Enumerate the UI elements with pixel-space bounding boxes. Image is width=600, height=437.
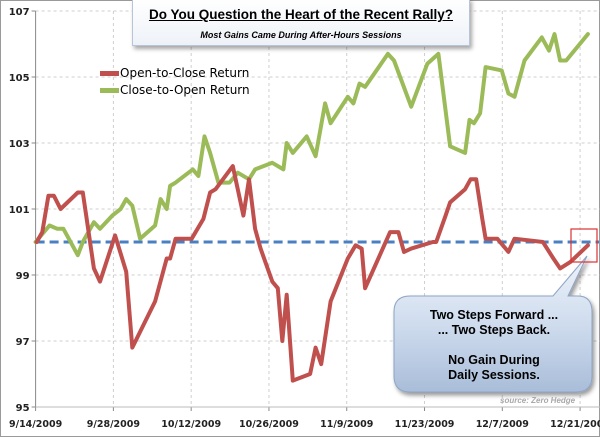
source-note: source: Zero Hedge: [500, 396, 576, 405]
x-tick-label: 10/26/2009: [239, 419, 299, 430]
y-tick-label: 99: [16, 271, 30, 282]
callout-line: Two Steps Forward ...: [429, 307, 559, 322]
y-tick-label: 103: [9, 139, 30, 150]
callout-bubble: [393, 255, 593, 393]
title-box: Do You Question the Heart of the Recent …: [132, 0, 470, 46]
legend-item-close-to-open: Close-to-Open Return: [100, 83, 250, 97]
legend-item-open-to-close: Open-to-Close Return: [100, 66, 249, 80]
y-tick-label: 107: [9, 7, 30, 18]
x-tick-label: 10/12/2009: [161, 419, 221, 430]
x-tick-label: 11/23/2009: [395, 419, 455, 430]
legend-label: Close-to-Open Return: [120, 83, 250, 97]
x-tick-label: 9/14/2009: [9, 419, 62, 430]
y-tick-label: 105: [9, 73, 30, 84]
y-tick-label: 101: [9, 205, 30, 216]
highlight-box: [570, 228, 598, 263]
callout-text: Two Steps Forward ... ... Two Steps Back…: [396, 298, 592, 392]
annotations: [393, 228, 598, 393]
callout-line: Daily Sessions.: [448, 367, 540, 382]
y-tick-label: 95: [16, 403, 30, 414]
x-tick-label: 11/9/2009: [320, 419, 373, 430]
chart-title: Do You Question the Heart of the Recent …: [148, 7, 454, 22]
series-lines: [33, 32, 590, 383]
x-tick-label: 9/28/2009: [87, 419, 140, 430]
series-line-open-to-close-return: [34, 164, 590, 383]
x-tick-label: 12/7/2009: [476, 419, 529, 430]
y-tick-label: 97: [16, 337, 30, 348]
callout-line: ... Two Steps Back.: [437, 322, 551, 337]
series-line-close-to-open-return: [33, 32, 590, 258]
legend-swatch: [100, 87, 119, 93]
callout-line: No Gain During: [448, 352, 540, 367]
chart-subtitle: Most Gains Came During After-Hours Sessi…: [200, 30, 402, 40]
legend-swatch: [100, 70, 119, 76]
legend-label: Open-to-Close Return: [120, 66, 250, 80]
x-tick-label: 12/21/2009: [550, 419, 600, 430]
axes: 95 97 99 101 103 105 107 9/14/2009 9/28/2009 10/1…: [9, 7, 600, 430]
